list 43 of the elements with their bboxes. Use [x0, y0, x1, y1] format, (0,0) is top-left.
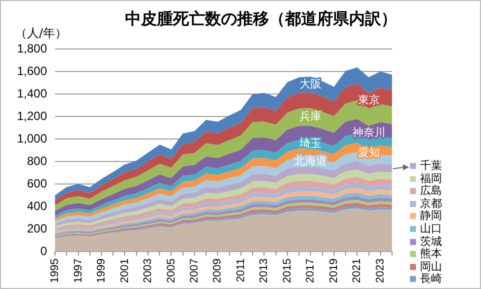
- x-tick-label: 2003: [142, 258, 154, 284]
- x-tick-label: 2017: [304, 258, 317, 284]
- legend-label: 熊本: [419, 247, 442, 261]
- y-tick-label: 200: [27, 221, 48, 236]
- legend-label: 山口: [419, 222, 442, 236]
- x-tick-label: 2011: [234, 258, 247, 282]
- series-label: 愛知: [358, 146, 380, 159]
- x-tick-label: 1999: [96, 258, 108, 284]
- y-tick-label: 600: [27, 176, 48, 190]
- series-label: 大阪: [300, 77, 322, 90]
- y-tick-label: 400: [27, 198, 48, 213]
- legend-label: 千葉: [419, 159, 442, 173]
- y-tick-label: 1,400: [17, 86, 48, 100]
- chart-title: 中皮腫死亡数の推移（都道府県内訳）: [124, 9, 398, 30]
- x-tick-label: 2023: [374, 258, 386, 284]
- legend-label: 岡山: [419, 260, 442, 273]
- y-tick-label: 0: [40, 244, 48, 258]
- y-tick-label: 1,800: [17, 41, 48, 56]
- series-label: 埼玉: [298, 137, 322, 150]
- series-label: 神奈川: [352, 126, 386, 139]
- x-tick-label: 2009: [212, 258, 224, 284]
- legend-label: 広島: [419, 184, 442, 198]
- x-tick-label: 1995: [49, 258, 62, 284]
- legend-label: 福岡: [419, 172, 442, 185]
- legend-label: 茨城: [419, 234, 442, 248]
- legend-label: 長崎: [419, 272, 442, 286]
- legend-label: 京都: [419, 196, 442, 210]
- series-label: 東京: [358, 94, 380, 107]
- x-tick-label: 2015: [281, 258, 294, 284]
- y-tick-label: 800: [27, 154, 48, 168]
- series-label: 兵庫: [300, 110, 322, 123]
- y-tick-label: 1,600: [17, 64, 48, 78]
- legend-label: 静岡: [419, 209, 442, 223]
- x-tick-label: 2005: [165, 258, 178, 284]
- x-tick-label: 1997: [72, 258, 84, 284]
- y-tick-label: 1,200: [17, 108, 48, 123]
- y-tick-label: 1,000: [17, 131, 48, 146]
- x-tick-label: 2007: [188, 258, 200, 284]
- y-axis-title: （人/年）: [15, 25, 68, 42]
- x-tick-label: 2013: [258, 258, 270, 284]
- x-tick-label: 2019: [328, 258, 340, 284]
- x-tick-label: 2021: [351, 258, 364, 284]
- x-tick-label: 2001: [118, 258, 131, 284]
